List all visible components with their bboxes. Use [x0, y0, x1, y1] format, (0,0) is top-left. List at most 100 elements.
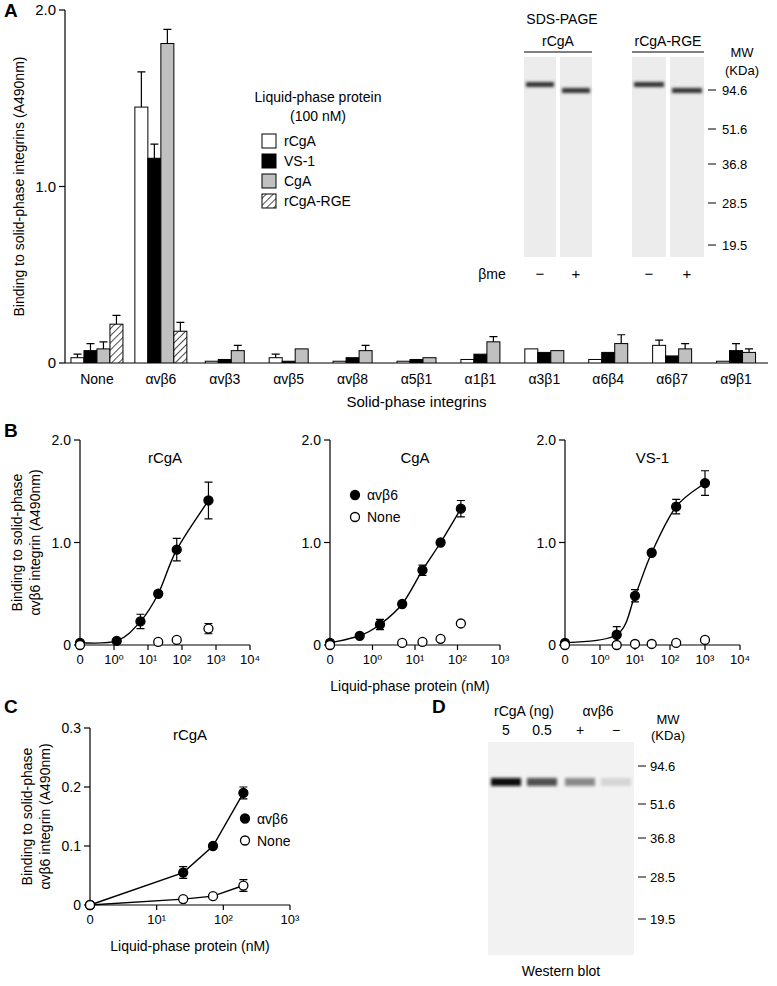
y-tick-label: 2.0 — [52, 432, 72, 448]
mw-label: 94.6 — [722, 83, 747, 98]
x-tick-label: α5β1 — [401, 371, 433, 387]
error-bar — [204, 482, 212, 519]
point — [172, 545, 181, 554]
bar — [551, 351, 564, 363]
point — [456, 504, 465, 513]
y-tick — [59, 9, 65, 10]
gel-lane — [524, 57, 556, 257]
mw-tick — [638, 838, 646, 839]
chart-title: rCgA — [148, 449, 182, 466]
bar — [397, 361, 410, 363]
point — [456, 619, 465, 628]
blot — [488, 742, 634, 955]
x-tick-label: α1β1 — [465, 371, 497, 387]
bar — [269, 358, 282, 363]
y-tick — [59, 186, 65, 187]
series-line — [90, 886, 243, 905]
mw-label: 94.6 — [650, 759, 675, 774]
x-tick-label: 10³ — [491, 652, 510, 667]
error-bar — [272, 354, 280, 358]
bar — [174, 331, 187, 363]
lane-label: 0.5 — [532, 722, 552, 738]
mw-title: (KDa) — [651, 728, 685, 743]
x-axis-title: Liquid-phase protein (nM) — [330, 678, 490, 694]
error-bar — [150, 144, 158, 158]
y-axis-title: Binding to solid-phase — [9, 473, 25, 611]
legend-label: αvβ6 — [367, 487, 398, 503]
gel-group-label: rCgA-RGE — [635, 33, 702, 49]
x-tick — [704, 645, 705, 650]
gel-lane — [670, 57, 704, 257]
point — [76, 641, 85, 650]
bar — [717, 361, 730, 363]
x-tick — [289, 905, 290, 910]
series-line — [330, 509, 461, 643]
point — [209, 842, 218, 851]
gel-group-label: rCgA — [542, 33, 575, 49]
y-tick — [324, 542, 330, 543]
bar — [487, 342, 500, 363]
x-tick-label: αvβ8 — [337, 371, 368, 387]
error-bar — [99, 342, 107, 349]
error-bar — [701, 471, 709, 496]
bar — [538, 352, 551, 363]
error-bar — [234, 345, 242, 350]
y-tick-label: 0 — [73, 897, 81, 913]
error-bar — [745, 349, 753, 353]
mw-label: 51.6 — [722, 122, 747, 137]
bar — [231, 351, 244, 363]
legend-marker — [241, 836, 250, 845]
point — [701, 479, 710, 488]
mw-tick — [638, 919, 646, 920]
legend-swatch — [262, 134, 276, 148]
mw-label: 28.5 — [650, 870, 675, 885]
bar — [615, 344, 628, 363]
bar — [205, 361, 218, 363]
y-tick-label: 1.0 — [302, 535, 322, 551]
row-label: βme — [478, 266, 506, 282]
bar — [410, 359, 423, 363]
group-line — [632, 52, 704, 53]
y-tick-label: 0 — [313, 637, 321, 653]
panel-label: A — [4, 0, 18, 21]
lane-label: + — [683, 265, 692, 282]
blot-band — [527, 778, 557, 786]
mw-title: MW — [730, 45, 754, 60]
y-tick-label: 0 — [48, 354, 56, 371]
point — [672, 502, 681, 511]
mw-label: 28.5 — [722, 196, 747, 211]
x-tick-label: 10¹ — [406, 652, 425, 667]
error-bar — [173, 538, 181, 561]
y-tick-label: 0 — [63, 637, 71, 653]
point — [179, 895, 188, 904]
series-line — [80, 500, 208, 643]
y-tick — [74, 542, 80, 543]
plot — [561, 471, 710, 650]
x-tick — [215, 645, 216, 650]
x-tick-label: 10¹ — [626, 652, 645, 667]
point — [86, 901, 95, 910]
chart-title: rCgA — [173, 726, 207, 743]
x-tick — [372, 645, 373, 650]
legend-label: VS-1 — [284, 153, 315, 169]
bar — [71, 358, 84, 363]
x-tick-label: 10² — [173, 652, 192, 667]
mw-label: 19.5 — [650, 912, 675, 927]
legend-swatch — [262, 174, 276, 188]
series-line — [90, 793, 243, 905]
point — [672, 638, 681, 647]
y-tick-label: 1.0 — [35, 178, 56, 195]
x-tick-label: 10³ — [207, 652, 226, 667]
bar — [474, 354, 487, 363]
point — [631, 591, 640, 600]
bar — [333, 361, 346, 363]
y-tick-label: 0.3 — [62, 720, 82, 736]
point — [154, 637, 163, 646]
panel-label: D — [432, 696, 446, 717]
point — [239, 881, 248, 890]
bar — [282, 361, 295, 363]
mw-tick — [638, 804, 646, 805]
bar — [346, 358, 359, 363]
error-bar — [204, 623, 212, 633]
y-axis-title: Binding to solid-phase — [19, 747, 35, 885]
